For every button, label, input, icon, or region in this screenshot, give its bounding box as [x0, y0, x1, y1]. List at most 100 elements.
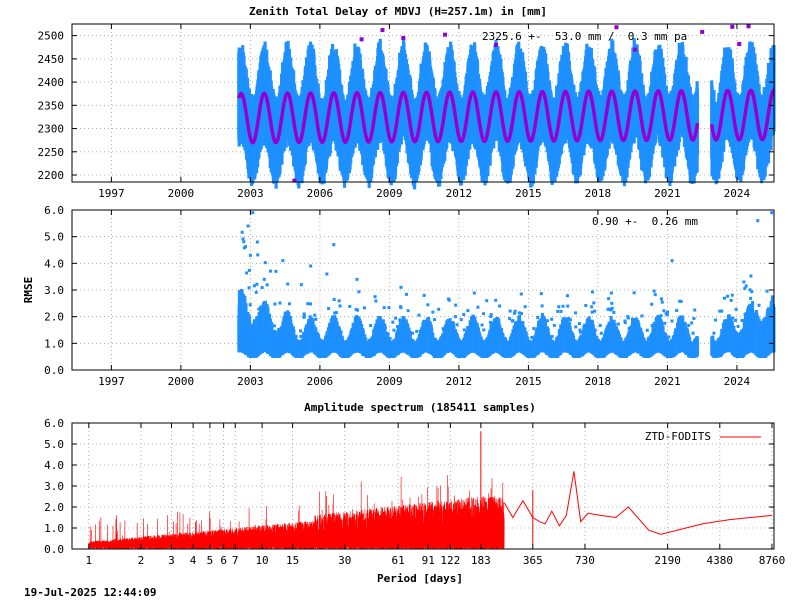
rmse-scatter-point [302, 314, 306, 318]
rmse-outlier [281, 259, 285, 263]
rmse-scatter-point [489, 314, 493, 318]
spectrum-xlabel: Period [days] [377, 572, 463, 585]
ztd-model-curve [237, 88, 775, 145]
rmse-scatter-point [645, 328, 649, 332]
x-tick-label: 2009 [376, 375, 403, 388]
rmse-scatter-point [302, 312, 306, 316]
rmse-scatter-point [765, 289, 769, 293]
rmse-scatter-point [278, 301, 282, 305]
rmse-scatter-point [577, 322, 581, 326]
x-tick-label: 10 [255, 554, 268, 567]
rmse-scatter-point [417, 313, 421, 317]
rmse-scatter-point [454, 303, 458, 307]
ztd-outlier [493, 42, 498, 47]
x-tick-label: 15 [286, 554, 299, 567]
x-tick-label: 2006 [307, 375, 334, 388]
rmse-scatter-point [578, 328, 582, 332]
rmse-scatter-point [333, 311, 337, 315]
ztd-outlier [730, 24, 735, 29]
rmse-scatter-point [731, 316, 735, 320]
rmse-scatter-point [720, 309, 724, 313]
rmse-scatter-point [532, 327, 536, 331]
rmse-scatter-point [545, 319, 549, 323]
x-tick-label: 2000 [168, 187, 195, 200]
x-tick-label: 61 [392, 554, 405, 567]
rmse-scatter-point [590, 290, 594, 294]
x-tick-label: 2015 [515, 375, 542, 388]
rmse-scatter-point [299, 334, 303, 338]
ztd-point [695, 89, 700, 156]
rmse-scatter-point [550, 335, 554, 339]
rmse-observations [237, 230, 776, 358]
rmse-scatter-point [539, 292, 543, 296]
rmse-scatter-point [340, 335, 344, 339]
rmse-scatter-point [609, 308, 613, 312]
rmse-scatter-point [511, 319, 515, 323]
y-tick-label: 2300 [38, 123, 65, 136]
rmse-scatter-point [357, 290, 361, 294]
rmse-scatter-point [309, 302, 313, 306]
rmse-scatter-point [265, 283, 269, 287]
x-tick-label: 2000 [168, 375, 195, 388]
rmse-scatter-point [561, 304, 565, 308]
ztd-outlier [292, 178, 297, 183]
rmse-scatter-point [718, 309, 722, 313]
rmse-scatter-point [743, 286, 747, 290]
rmse-outlier [355, 277, 359, 281]
rmse-scatter-point [757, 303, 761, 307]
ztd-annotation: 2325.6 +- 53.0 mm / 0.3 mm pa [482, 30, 687, 43]
rmse-outlier [299, 283, 303, 287]
rmse-outlier [610, 301, 614, 305]
rmse-scatter-point [574, 325, 578, 329]
rmse-scatter-point [726, 294, 730, 298]
rmse-scatter-point [692, 316, 696, 320]
rmse-scatter-point [447, 298, 451, 302]
rmse-scatter-point [459, 318, 463, 322]
rmse-scatter-point [247, 286, 251, 290]
rmse-scatter-point [241, 237, 245, 241]
rmse-scatter-point [508, 317, 512, 321]
spectrum-legend-label: ZTD-FODITS [645, 430, 711, 443]
spectrum-legend: ZTD-FODITS [645, 430, 761, 443]
y-tick-label: 0.0 [44, 543, 64, 556]
rmse-scatter-point [433, 318, 437, 322]
rmse-scatter-point [453, 315, 457, 319]
x-tick-label: 2021 [654, 187, 681, 200]
rmse-scatter-point [670, 319, 674, 323]
rmse-scatter-point [626, 316, 630, 320]
y-tick-label: 5.0 [44, 438, 64, 451]
x-tick-label: 2012 [446, 187, 473, 200]
rmse-scatter-point [466, 309, 470, 313]
rmse-scatter-point [590, 310, 594, 314]
spectrum-ticks: 1 2 3 4 5 6 7 10 15 30 61 91 122 183 365 730 2190 4380 876… [44, 417, 785, 567]
y-tick-label: 0.0 [44, 364, 64, 377]
rmse-scatter-point [550, 317, 554, 321]
rmse-scatter-point [729, 298, 733, 302]
rmse-scatter-point [399, 306, 403, 310]
ztd-outlier [746, 24, 751, 29]
rmse-scatter-point [730, 293, 734, 297]
rmse-scatter-point [573, 311, 577, 315]
rmse-scatter-point [383, 325, 387, 329]
rmse-scatter-point [387, 306, 391, 310]
rmse-scatter-point [714, 318, 718, 322]
rmse-scatter-point [530, 335, 534, 339]
ztd-outlier [737, 41, 742, 46]
ztd-outlier [443, 32, 448, 37]
rmse-scatter-point [411, 331, 415, 335]
rmse-scatter-point [523, 305, 527, 309]
rmse-scatter-point [659, 314, 663, 318]
x-tick-label: 91 [422, 554, 435, 567]
rmse-scatter-point [540, 312, 544, 316]
rmse-scatter-point [559, 309, 563, 313]
x-tick-label: 4 [190, 554, 197, 567]
rmse-scatter-point [627, 327, 631, 331]
y-tick-label: 1.0 [44, 337, 64, 350]
rmse-scatter-point [488, 320, 492, 324]
rmse-scatter-point [659, 297, 663, 301]
rmse-scatter-point [540, 304, 544, 308]
rmse-outlier [770, 211, 774, 215]
rmse-scatter-point [369, 324, 373, 328]
rmse-scatter-point [748, 288, 752, 292]
rmse-scatter-point [612, 310, 616, 314]
